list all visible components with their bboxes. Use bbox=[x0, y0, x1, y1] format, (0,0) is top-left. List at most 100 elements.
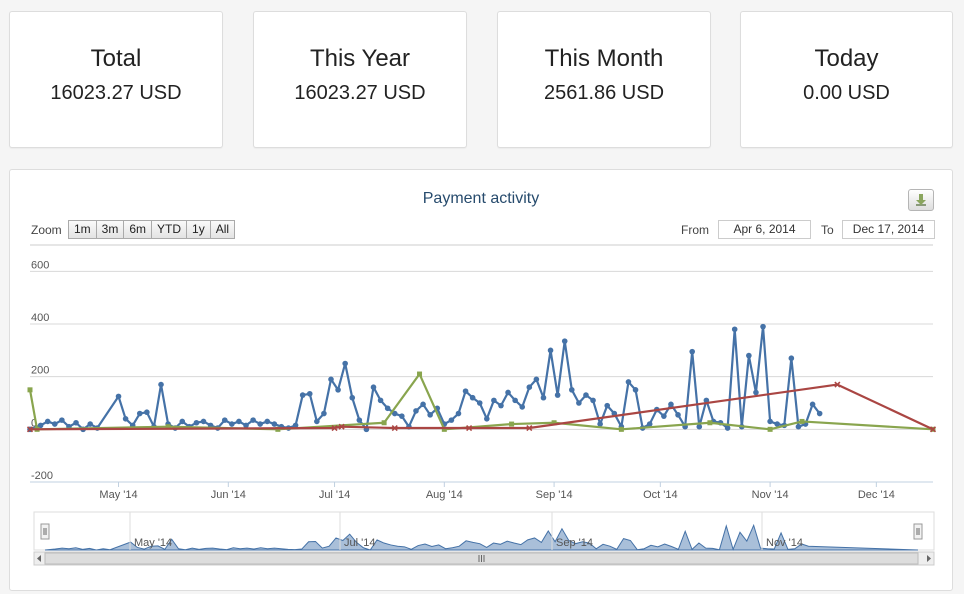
data-point bbox=[264, 418, 271, 425]
data-point bbox=[597, 421, 603, 427]
data-point bbox=[193, 419, 200, 426]
data-point bbox=[59, 417, 65, 423]
stat-value: 2561.86 USD bbox=[543, 82, 665, 104]
data-point bbox=[391, 424, 398, 432]
x-tick-label: Nov '14 bbox=[752, 489, 789, 501]
data-point bbox=[526, 424, 533, 432]
data-point bbox=[519, 404, 526, 410]
data-point bbox=[356, 417, 363, 423]
data-point bbox=[236, 418, 242, 425]
navigator-right-handle[interactable] bbox=[913, 523, 923, 540]
export-button[interactable] bbox=[908, 189, 934, 211]
navigator-label: Sep '14 bbox=[556, 537, 593, 549]
y-tick-label: 200 bbox=[31, 365, 49, 377]
x-tick-label: May '14 bbox=[99, 489, 137, 501]
navigator-label: Jul '14 bbox=[344, 537, 375, 549]
data-point bbox=[342, 360, 348, 367]
scroll-left-arrow bbox=[37, 555, 41, 562]
data-point bbox=[491, 397, 497, 404]
data-point bbox=[335, 387, 341, 393]
data-point bbox=[554, 392, 561, 398]
data-point bbox=[328, 376, 334, 383]
data-point bbox=[689, 348, 695, 355]
stat-card-total: Total 16023.27 USD bbox=[9, 11, 223, 148]
data-point bbox=[540, 394, 547, 401]
data-point bbox=[466, 424, 473, 432]
y-tick-label: 400 bbox=[31, 312, 49, 324]
data-point bbox=[158, 381, 164, 388]
data-point bbox=[774, 421, 780, 427]
data-point bbox=[44, 418, 51, 425]
data-point bbox=[724, 425, 731, 431]
data-point bbox=[331, 424, 338, 432]
x-tick-label: Sep '14 bbox=[536, 489, 573, 501]
zoom-3m-button[interactable]: 3m bbox=[95, 220, 125, 239]
data-point bbox=[87, 421, 93, 427]
stat-value: 16023.27 USD bbox=[50, 82, 182, 104]
data-point bbox=[533, 376, 540, 383]
zoom-1y-button[interactable]: 1y bbox=[186, 220, 211, 239]
data-point bbox=[271, 421, 278, 427]
navigator-label: May '14 bbox=[134, 537, 172, 549]
from-date-input[interactable]: Apr 6, 2014 bbox=[718, 220, 811, 239]
x-tick-label: Jun '14 bbox=[211, 489, 246, 501]
stat-card-this-year: This Year 16023.27 USD bbox=[253, 11, 467, 148]
data-point bbox=[26, 426, 34, 433]
payment-activity-chart: -200 0 200 400 600 May '14 Jun '14 Jul '14 Aug … bbox=[26, 244, 937, 566]
data-point bbox=[834, 381, 841, 388]
data-point bbox=[569, 387, 575, 393]
payment-activity-panel: -200 0 200 400 600 May '14 Jun '14 Jul '14 Aug … bbox=[9, 169, 953, 591]
data-point bbox=[675, 412, 681, 418]
stat-title: Today bbox=[814, 45, 879, 72]
navigator-label: Nov '14 bbox=[766, 537, 803, 549]
stat-value: 16023.27 USD bbox=[294, 82, 426, 104]
stat-title: This Month bbox=[544, 45, 664, 72]
navigator-left-handle[interactable] bbox=[40, 523, 50, 540]
data-point bbox=[299, 392, 306, 398]
data-point bbox=[590, 397, 596, 404]
data-point bbox=[551, 420, 557, 426]
data-point bbox=[306, 390, 313, 397]
data-point bbox=[179, 418, 186, 425]
data-point bbox=[576, 400, 582, 406]
data-point bbox=[250, 417, 256, 423]
data-point bbox=[809, 401, 816, 408]
x-tick-label: Dec '14 bbox=[858, 489, 895, 501]
data-point bbox=[417, 371, 423, 377]
data-point bbox=[512, 397, 518, 404]
data-point bbox=[561, 338, 568, 344]
data-point bbox=[625, 379, 632, 385]
zoom-1m-button[interactable]: 1m bbox=[68, 220, 97, 239]
stat-title: This Year bbox=[309, 45, 411, 72]
zoom-button-group: 1m 3m 6m YTD 1y All bbox=[68, 220, 236, 239]
data-point bbox=[200, 418, 207, 425]
data-point bbox=[696, 423, 703, 430]
data-point bbox=[484, 416, 490, 422]
data-point bbox=[229, 421, 235, 427]
data-point bbox=[646, 421, 653, 427]
data-point bbox=[448, 417, 455, 423]
data-point bbox=[413, 408, 419, 414]
data-point bbox=[420, 401, 426, 408]
data-point bbox=[73, 419, 79, 426]
data-point bbox=[469, 394, 476, 401]
navigator-area bbox=[44, 523, 919, 551]
zoom-6m-button[interactable]: 6m bbox=[123, 220, 153, 239]
data-point bbox=[604, 402, 611, 409]
data-point bbox=[314, 418, 320, 425]
data-point bbox=[399, 413, 405, 419]
data-point bbox=[51, 421, 58, 427]
data-point bbox=[27, 387, 33, 393]
to-date-input[interactable]: Dec 17, 2014 bbox=[842, 220, 935, 239]
x-tick-label: Jul '14 bbox=[319, 489, 350, 501]
data-point bbox=[391, 410, 398, 417]
data-point bbox=[338, 423, 345, 430]
zoom-all-button[interactable]: All bbox=[209, 220, 236, 239]
scroll-right-arrow bbox=[927, 555, 931, 562]
data-point bbox=[795, 423, 802, 430]
to-label: To bbox=[821, 223, 834, 237]
data-point bbox=[321, 410, 327, 417]
zoom-ytd-button[interactable]: YTD bbox=[151, 220, 188, 239]
series-line bbox=[28, 372, 934, 431]
data-point bbox=[799, 418, 805, 424]
